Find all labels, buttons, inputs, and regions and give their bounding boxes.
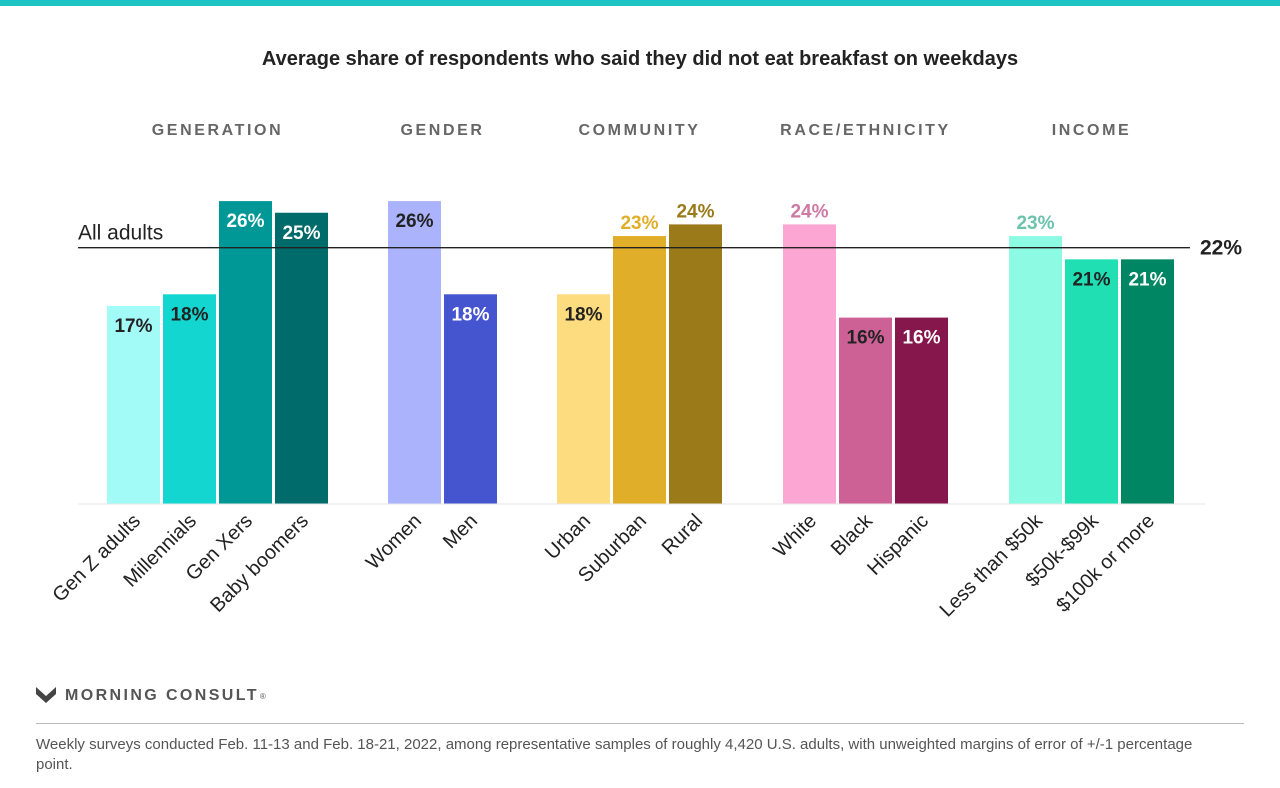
value-label-women: 26% (395, 211, 433, 232)
category-label-urban: Urban (541, 510, 595, 564)
bar-millennials (163, 294, 216, 504)
brand-logo: MORNING CONSULT ® (35, 686, 266, 706)
value-label-white: 24% (790, 201, 828, 222)
category-label-100k-or-more: $100k or more (1052, 510, 1159, 617)
category-label-black: Black (827, 509, 878, 560)
bar-rural (669, 224, 722, 504)
bar-100k-or-more (1121, 259, 1174, 504)
top-accent-bar (0, 0, 1280, 6)
value-label-men: 18% (451, 304, 489, 325)
group-header-race-ethnicity: RACE/ETHNICITY (780, 122, 951, 139)
bar-gen-z-adults (107, 305, 160, 504)
brand-registered-mark: ® (259, 691, 266, 701)
group-header-generation: GENERATION (152, 122, 283, 139)
category-label-white: White (769, 510, 821, 562)
bar-women (388, 201, 441, 504)
category-label-gen-z-adults: Gen Z adults (49, 510, 146, 607)
bar-black (839, 317, 892, 504)
category-label-men: Men (439, 510, 482, 553)
bar-urban (557, 294, 610, 504)
value-label-rural: 24% (676, 201, 714, 222)
value-label-millennials: 18% (170, 304, 208, 325)
value-label-hispanic: 16% (902, 328, 940, 349)
footer-divider (36, 723, 1244, 724)
value-label-50k-99k: 21% (1072, 269, 1110, 290)
category-label-baby-boomers: Baby boomers (206, 510, 313, 617)
bar-men (444, 294, 497, 504)
value-label-gen-z-adults: 17% (114, 316, 152, 337)
bar-white (783, 224, 836, 504)
morning-consult-logo-icon (36, 687, 56, 703)
value-label-urban: 18% (564, 304, 602, 325)
bar-baby-boomers (275, 212, 328, 504)
bar-gen-xers (219, 201, 272, 504)
value-label-baby-boomers: 25% (282, 223, 320, 244)
bar-hispanic (895, 317, 948, 504)
value-label-black: 16% (846, 328, 884, 349)
brand-name: MORNING CONSULT (65, 687, 259, 704)
category-label-women: Women (362, 510, 426, 574)
methodology-note: Weekly surveys conducted Feb. 11-13 and … (36, 736, 1193, 773)
group-header-gender: GENDER (400, 122, 484, 139)
value-label-less-than-50k: 23% (1016, 213, 1054, 234)
bar-suburban (613, 236, 666, 505)
bar-less-than-50k (1009, 236, 1062, 505)
bar-50k-99k (1065, 259, 1118, 504)
value-label-100k-or-more: 21% (1128, 269, 1166, 290)
category-label-rural: Rural (658, 510, 707, 559)
group-header-community: COMMUNITY (578, 122, 700, 139)
value-label-gen-xers: 26% (226, 211, 264, 232)
category-label-hispanic: Hispanic (863, 510, 933, 580)
value-label-suburban: 23% (620, 213, 658, 234)
reference-line-label: All adults (78, 222, 163, 245)
reference-line-value: 22% (1200, 237, 1242, 260)
chart-title: Average share of respondents who said th… (261, 48, 1019, 70)
group-header-income: INCOME (1052, 122, 1132, 139)
